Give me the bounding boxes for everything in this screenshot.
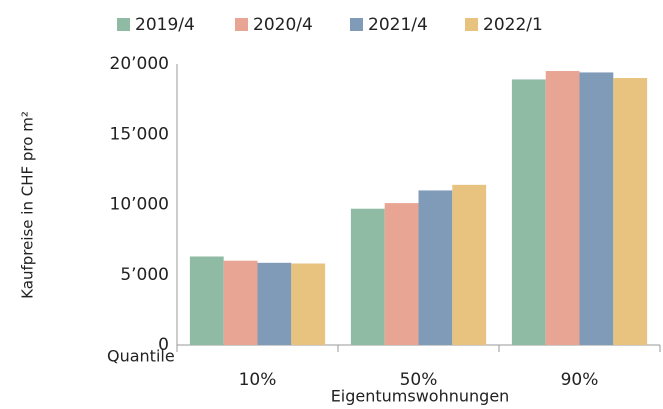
bar: [418, 190, 453, 345]
legend-swatch: [235, 18, 248, 31]
legend-label: 2022/1: [483, 15, 543, 35]
x-axis-label: Eigentumswohnungen: [331, 387, 510, 406]
bar: [511, 79, 546, 345]
bar: [545, 71, 580, 346]
bar: [291, 263, 326, 345]
legend-label: 2020/4: [253, 15, 313, 35]
bar: [223, 260, 258, 345]
annotation: Quantile: [107, 347, 175, 366]
y-tick-label: 5’000: [120, 265, 169, 285]
x-tick-label: 10%: [239, 370, 277, 390]
bar: [613, 78, 648, 346]
bar: [452, 184, 487, 345]
x-tick-label: 50%: [400, 370, 438, 390]
bar: [384, 203, 419, 345]
y-tick-label: 20’000: [110, 54, 169, 74]
bar: [350, 208, 385, 345]
legend-swatch: [117, 18, 130, 31]
y-tick-label: 15’000: [110, 124, 169, 144]
bar: [257, 262, 292, 345]
bar: [189, 256, 224, 345]
bar: [579, 72, 614, 346]
legend-swatch: [465, 18, 478, 31]
x-tick-label: 90%: [561, 370, 599, 390]
legend-label: 2019/4: [135, 15, 195, 35]
y-axis-label: Kaufpreise in CHF pro m²: [19, 111, 37, 299]
legend-label: 2021/4: [368, 15, 428, 35]
y-tick-label: 10’000: [110, 195, 169, 215]
legend-swatch: [350, 18, 363, 31]
y-tick-label: 0: [158, 335, 169, 355]
